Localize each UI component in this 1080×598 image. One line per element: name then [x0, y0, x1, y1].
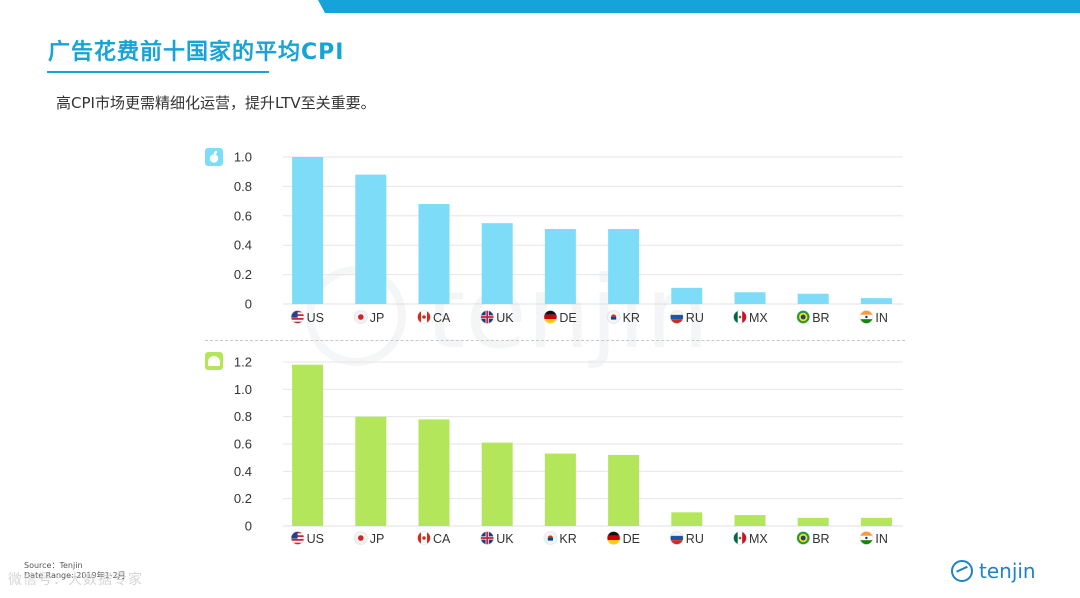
y-tick-label: 0.8	[234, 179, 252, 194]
x-tick-label: UK	[496, 311, 514, 325]
wechat-watermark: 微信号：大数据专家	[8, 572, 143, 588]
x-tick-label: JP	[370, 311, 385, 325]
bar-us	[292, 157, 324, 304]
mx-flag-icon	[733, 310, 747, 324]
bar-ca	[418, 204, 450, 304]
x-tick-label: MX	[749, 532, 768, 546]
in-flag-icon	[859, 310, 874, 324]
bar-jp	[355, 174, 387, 304]
kr-flag-icon	[606, 310, 621, 324]
y-tick-label: 1.2	[234, 355, 252, 370]
x-tick-label: DE	[623, 532, 640, 546]
tenjin-logo-icon	[951, 560, 973, 582]
bar-ru	[671, 287, 703, 304]
in-flag-icon	[859, 531, 874, 545]
x-tick-label: KR	[559, 532, 576, 546]
ru-flag-icon	[669, 310, 684, 324]
kr-flag-icon	[543, 531, 558, 545]
tenjin-logo: tenjin	[951, 557, 1036, 585]
x-tick-label: RU	[686, 532, 704, 546]
br-flag-icon	[796, 310, 811, 324]
x-tick-label: MX	[749, 311, 768, 325]
x-tick-label: RU	[686, 311, 704, 325]
title-underline	[47, 71, 269, 73]
date-range-text: Date Range: 2019年1-2月	[24, 571, 126, 580]
bar-in	[860, 298, 892, 304]
chart-divider	[205, 340, 905, 341]
bar-ca	[418, 419, 450, 526]
y-tick-label: 0.6	[234, 437, 252, 452]
jp-flag-icon	[353, 531, 368, 545]
apple-icon-leaf	[213, 150, 218, 155]
y-tick-label: 0.4	[234, 464, 252, 479]
y-tick-label: 0	[245, 297, 252, 312]
top-accent-bar	[318, 0, 1080, 13]
apple-icon-body	[209, 154, 219, 163]
bar-ru	[671, 512, 703, 526]
android-icon-body	[208, 356, 220, 366]
source-text: Source：Tenjin	[24, 561, 83, 570]
y-tick-label: 0	[245, 519, 252, 534]
x-tick-label: BR	[812, 311, 829, 325]
x-tick-label: UK	[496, 532, 514, 546]
y-tick-label: 1.0	[234, 382, 252, 397]
x-tick-label: CA	[433, 532, 451, 546]
x-tick-label: IN	[875, 532, 888, 546]
uk-flag-icon	[480, 531, 495, 545]
bar-br	[797, 517, 829, 526]
bar-de	[544, 229, 576, 304]
y-tick-label: 0.4	[234, 238, 252, 253]
bar-kr	[544, 453, 576, 526]
y-tick-label: 0.2	[234, 491, 252, 506]
bar-br	[797, 293, 829, 304]
bar-uk	[481, 223, 513, 304]
page-subtitle: 高CPI市场更需精细化运营，提升LTV至关重要。	[56, 94, 376, 112]
br-flag-icon	[796, 531, 811, 545]
x-tick-label: US	[307, 311, 324, 325]
us-flag-icon	[290, 310, 305, 324]
mx-flag-icon	[733, 531, 747, 545]
tenjin-logo-text: tenjin	[979, 559, 1036, 583]
ru-flag-icon	[669, 531, 684, 545]
x-tick-label: CA	[433, 311, 451, 325]
us-flag-icon	[290, 531, 305, 545]
source-note: Source：Tenjin Date Range: 2019年1-2月	[24, 561, 126, 581]
x-tick-label: JP	[370, 532, 385, 546]
x-tick-label: US	[307, 532, 324, 546]
y-tick-label: 1.0	[234, 150, 252, 165]
ca-flag-icon	[417, 531, 431, 545]
uk-flag-icon	[480, 310, 495, 324]
jp-flag-icon	[353, 310, 368, 324]
bar-kr	[608, 229, 640, 304]
bar-us	[292, 364, 324, 526]
de-flag-icon	[543, 310, 558, 324]
y-tick-label: 0.6	[234, 208, 252, 223]
bar-mx	[734, 515, 766, 526]
de-flag-icon	[606, 531, 621, 545]
bar-in	[860, 517, 892, 526]
x-tick-label: DE	[559, 311, 576, 325]
bar-uk	[481, 442, 513, 526]
y-tick-label: 0.8	[234, 409, 252, 424]
x-tick-label: BR	[812, 532, 829, 546]
x-tick-label: IN	[875, 311, 888, 325]
bar-mx	[734, 292, 766, 304]
bar-de	[608, 454, 640, 526]
ca-flag-icon	[417, 310, 431, 324]
bar-jp	[355, 416, 387, 526]
page-title: 广告花费前十国家的平均CPI	[48, 40, 345, 65]
y-tick-label: 0.2	[234, 267, 252, 282]
x-tick-label: KR	[623, 311, 640, 325]
